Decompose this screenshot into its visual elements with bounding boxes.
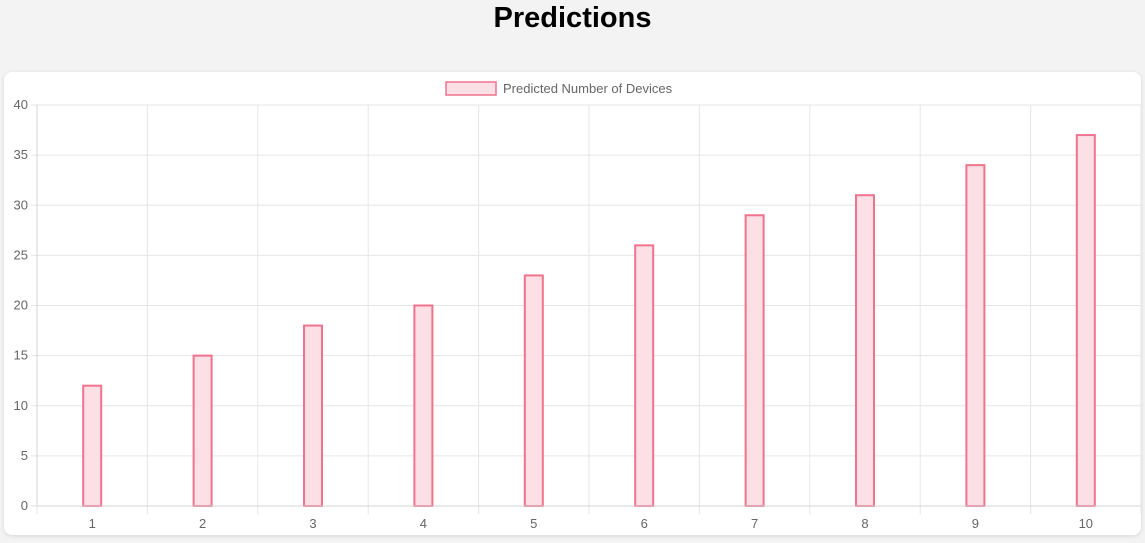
- x-tick-label: 3: [309, 516, 316, 531]
- x-tick-label: 7: [751, 516, 758, 531]
- page-title: Predictions: [493, 2, 652, 34]
- x-tick-label: 2: [199, 516, 206, 531]
- chart-card: 0 5 10 15 20 25 30 35 40 1 2 3 4 5 6 7 8 9 10 Predicted Nu…: [4, 72, 1141, 535]
- bar-chart: 0 5 10 15 20 25 30 35 40 1 2 3 4 5 6 7 8 9 10 Predicted Nu…: [14, 81, 1141, 531]
- bar[interactable]: [303, 324, 323, 507]
- y-tick-label: 40: [14, 97, 28, 112]
- bar[interactable]: [634, 244, 655, 507]
- y-tick-label: 35: [14, 147, 28, 162]
- bar[interactable]: [192, 354, 213, 507]
- y-tick-label: 25: [14, 247, 28, 262]
- y-tick-label: 20: [14, 298, 28, 313]
- x-tick-label: 10: [1079, 516, 1093, 531]
- y-tick-label: 30: [14, 197, 28, 212]
- x-tick-label: 4: [420, 516, 427, 531]
- legend-swatch[interactable]: [445, 81, 497, 96]
- bar[interactable]: [965, 164, 986, 508]
- bars: [82, 134, 1096, 508]
- x-tick-label: 8: [861, 516, 868, 531]
- x-tick-label: 9: [972, 516, 979, 531]
- y-tick-label: 0: [21, 498, 28, 513]
- y-tick-label: 10: [14, 398, 28, 413]
- bar[interactable]: [855, 194, 875, 507]
- legend[interactable]: Predicted Number of Devices: [445, 81, 673, 96]
- bar[interactable]: [744, 214, 765, 507]
- bar[interactable]: [413, 304, 434, 507]
- axes: 0 5 10 15 20 25 30 35 40 1 2 3 4 5 6 7 8 9 10: [14, 97, 1141, 531]
- y-tick-label: 5: [21, 448, 28, 463]
- x-tick-label: 1: [89, 516, 96, 531]
- y-tick-label: 15: [14, 348, 28, 363]
- x-tick-label: 6: [641, 516, 648, 531]
- legend-label[interactable]: Predicted Number of Devices: [503, 81, 673, 96]
- bar[interactable]: [1075, 134, 1096, 507]
- bar[interactable]: [523, 274, 544, 507]
- grid-lines: [31, 104, 1141, 514]
- x-tick-label: 5: [530, 516, 537, 531]
- bar[interactable]: [82, 384, 103, 508]
